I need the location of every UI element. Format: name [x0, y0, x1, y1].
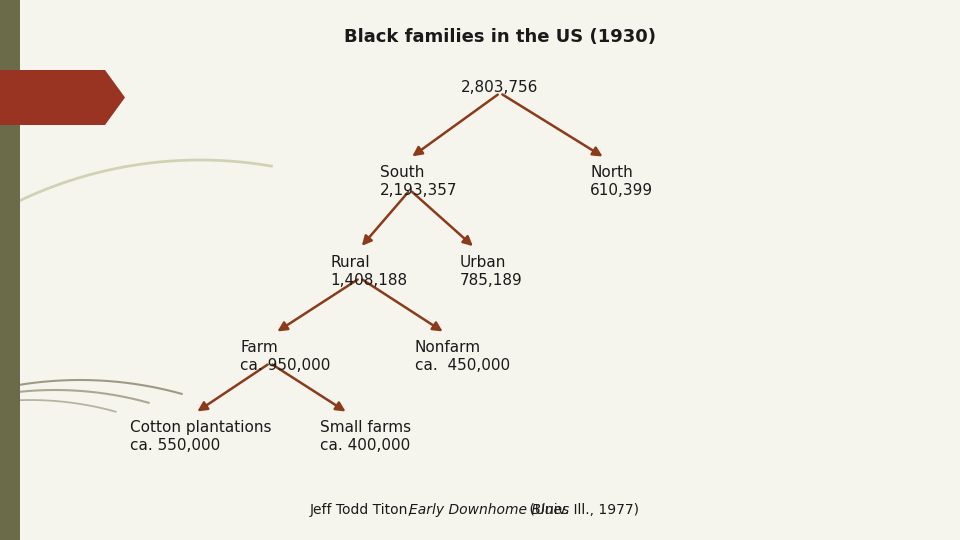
Text: Rural: Rural — [330, 255, 370, 270]
Text: Cotton plantations: Cotton plantations — [130, 420, 272, 435]
Text: 1,408,188: 1,408,188 — [330, 273, 407, 288]
Text: Nonfarm: Nonfarm — [415, 340, 481, 355]
Text: Farm: Farm — [240, 340, 277, 355]
Text: North: North — [590, 165, 633, 180]
Text: (Univ. Ill., 1977): (Univ. Ill., 1977) — [524, 503, 638, 517]
Text: ca. 400,000: ca. 400,000 — [320, 438, 410, 453]
Text: 2,803,756: 2,803,756 — [462, 80, 539, 95]
Text: 785,189: 785,189 — [460, 273, 523, 288]
Text: South: South — [380, 165, 424, 180]
Text: ca.  450,000: ca. 450,000 — [415, 358, 510, 373]
Text: Early Downhome Blues: Early Downhome Blues — [409, 503, 569, 517]
Text: Black families in the US (1930): Black families in the US (1930) — [344, 28, 656, 46]
Bar — [0, 0, 20, 540]
Text: 2,193,357: 2,193,357 — [380, 183, 458, 198]
Text: ca. 950,000: ca. 950,000 — [240, 358, 330, 373]
Text: 610,399: 610,399 — [590, 183, 653, 198]
Bar — [0, 0, 20, 540]
Text: Urban: Urban — [460, 255, 506, 270]
Text: Jeff Todd Titon,: Jeff Todd Titon, — [310, 503, 418, 517]
Text: Small farms: Small farms — [320, 420, 411, 435]
Text: ca. 550,000: ca. 550,000 — [130, 438, 220, 453]
Polygon shape — [0, 70, 125, 125]
